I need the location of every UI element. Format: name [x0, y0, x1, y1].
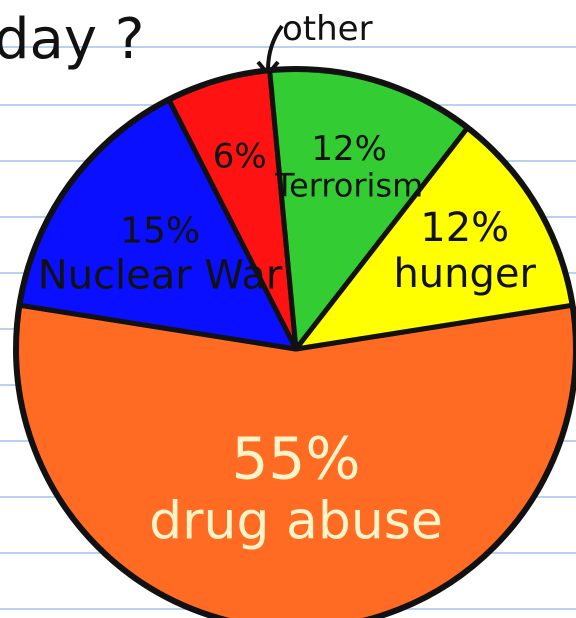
- title-fragment: day ?: [0, 7, 145, 72]
- slice-category-label: drug abuse: [149, 491, 443, 551]
- slice-percent-label: 15%: [120, 210, 200, 251]
- slice-category-label: Terrorism: [274, 167, 423, 205]
- slice-category-label: Nuclear War: [38, 252, 283, 298]
- pie-labels: 55%drug abuse 15%Nuclear War 6% 12%Terroris…: [38, 129, 537, 552]
- other-note: other: [282, 9, 373, 49]
- slice-percent-label: 6%: [213, 136, 267, 176]
- slice-percent-label: 12%: [420, 205, 509, 251]
- slice-percent-label: 55%: [232, 425, 361, 493]
- slice-percent-label: 12%: [311, 129, 387, 169]
- pie-outline: [13, 66, 576, 618]
- slice-category-label: hunger: [393, 251, 536, 297]
- other-arrow: [266, 24, 284, 71]
